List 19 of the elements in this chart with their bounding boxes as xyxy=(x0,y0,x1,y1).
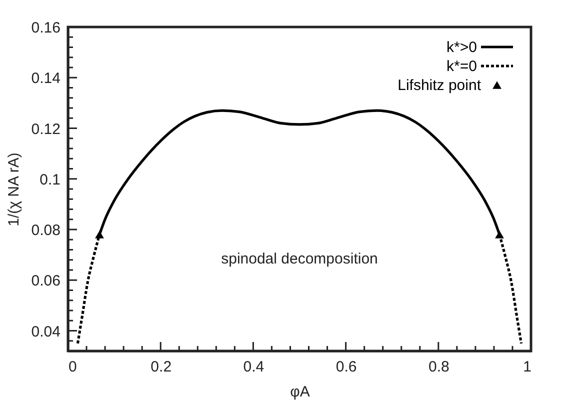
x-axis-title: φA xyxy=(290,384,310,400)
legend-label: k*=0 xyxy=(446,58,477,75)
legend-label: k*>0 xyxy=(446,39,477,56)
annotation: spinodal decomposition xyxy=(221,250,378,268)
y-tick-label: 0.08 xyxy=(31,222,60,239)
x-tick-label: 1 xyxy=(523,358,532,376)
y-tick-label: 0.06 xyxy=(31,272,60,290)
y-tick-label: 0.14 xyxy=(31,70,60,88)
y-tick-label: 0.04 xyxy=(31,323,60,340)
y-tick-label: 0.16 xyxy=(31,20,60,36)
x-tick-label: 0 xyxy=(68,358,77,376)
y-tick-label: 0.1 xyxy=(40,171,60,188)
x-tick-label: 0.2 xyxy=(150,358,172,376)
x-tick-label: 0.8 xyxy=(428,358,450,376)
x-tick-label: 0.6 xyxy=(336,358,357,376)
legend-label: Lifshitz point xyxy=(398,77,482,94)
x-tick-label: 0.4 xyxy=(243,358,264,376)
y-tick-label: 0.12 xyxy=(31,120,60,138)
y-axis-title: 1/(χ NA rA) xyxy=(5,152,22,226)
